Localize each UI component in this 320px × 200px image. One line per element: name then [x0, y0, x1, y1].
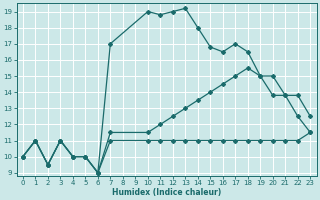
X-axis label: Humidex (Indice chaleur): Humidex (Indice chaleur): [112, 188, 221, 197]
